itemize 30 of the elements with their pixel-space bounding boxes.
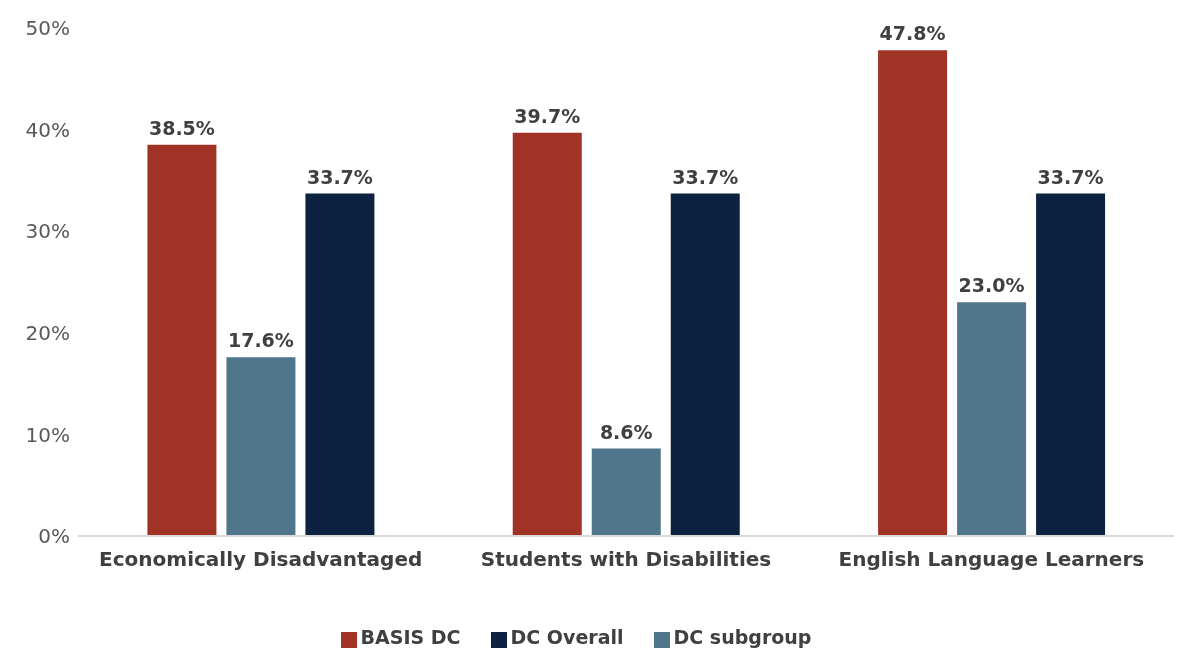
x-tick-label: English Language Learners xyxy=(838,547,1145,571)
legend-label: DC Overall xyxy=(510,626,624,648)
data-label: 33.7% xyxy=(672,165,739,188)
data-label: 38.5% xyxy=(148,116,215,139)
legend-label: DC subgroup xyxy=(673,626,812,648)
y-tick-label: 40% xyxy=(25,117,70,142)
legend-label: BASIS DC xyxy=(360,626,461,648)
y-tick-label: 20% xyxy=(25,320,70,345)
y-tick-label: 30% xyxy=(25,219,70,244)
y-tick-label: 50% xyxy=(25,16,70,41)
bar xyxy=(670,193,740,536)
data-label: 39.7% xyxy=(514,104,581,127)
data-label: 47.8% xyxy=(879,22,946,45)
x-tick-label: Economically Disadvantaged xyxy=(99,547,423,571)
data-label: 23.0% xyxy=(958,274,1025,297)
bar xyxy=(957,302,1027,536)
bar xyxy=(1036,193,1106,536)
y-tick-label: 10% xyxy=(25,422,70,447)
y-tick-label: 0% xyxy=(38,524,70,549)
bar xyxy=(305,193,375,536)
x-tick-label: Students with Disabilities xyxy=(480,547,772,571)
bar xyxy=(591,448,661,536)
bar xyxy=(147,144,217,536)
data-label: 33.7% xyxy=(1037,165,1104,188)
data-label: 17.6% xyxy=(227,329,294,352)
bar xyxy=(878,50,948,536)
data-label: 33.7% xyxy=(306,165,373,188)
bar xyxy=(226,357,296,536)
bar xyxy=(512,132,582,536)
data-label: 8.6% xyxy=(599,420,653,443)
